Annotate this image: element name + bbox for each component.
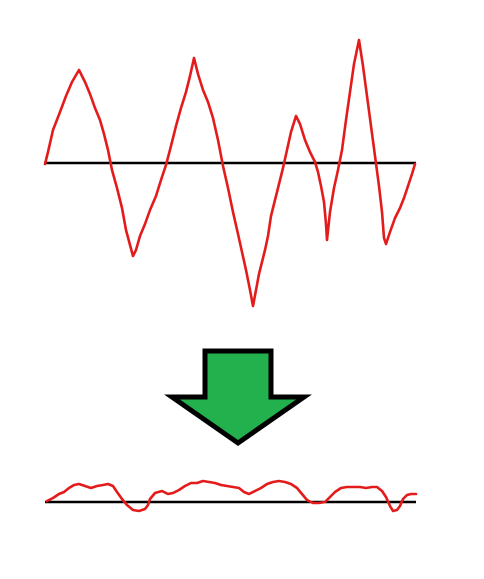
- input-signal-panel: [43, 38, 417, 308]
- down-arrow-icon: [164, 348, 312, 447]
- input-waveform: [43, 38, 417, 308]
- output-waveform: [45, 479, 418, 513]
- output-signal-panel: [45, 479, 418, 513]
